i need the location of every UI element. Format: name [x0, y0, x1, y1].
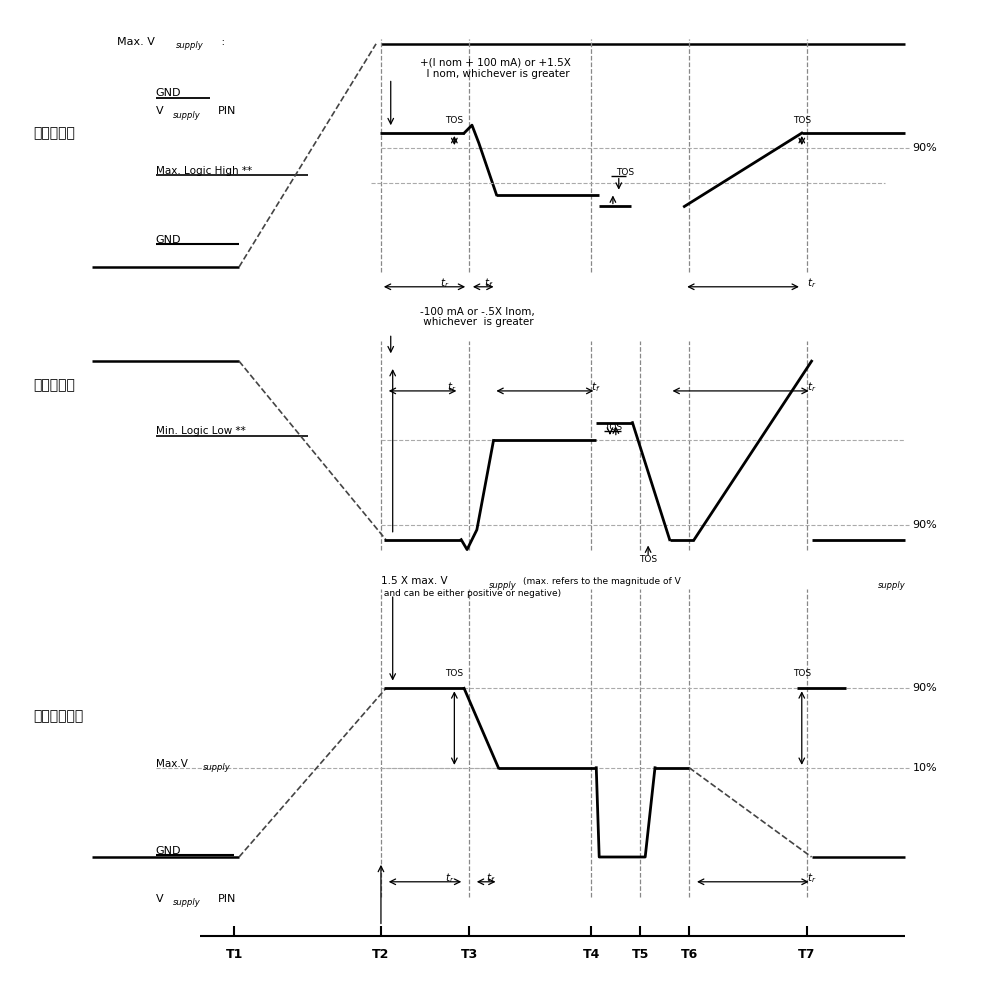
Text: $t_r$: $t_r$ — [806, 276, 815, 290]
Text: PIN: PIN — [217, 106, 236, 116]
Text: PIN: PIN — [217, 894, 236, 904]
Text: $t_r$: $t_r$ — [806, 871, 815, 885]
Text: TOS: TOS — [792, 116, 810, 125]
Text: TOS: TOS — [445, 669, 463, 678]
Text: supply: supply — [173, 898, 200, 907]
Text: TOS: TOS — [638, 555, 657, 564]
Text: +(I nom + 100 mA) or +1.5X: +(I nom + 100 mA) or +1.5X — [420, 58, 570, 68]
Text: 电源过压脉冲: 电源过压脉冲 — [34, 709, 84, 723]
Text: supply: supply — [878, 581, 905, 590]
Text: 90%: 90% — [911, 143, 936, 153]
Text: T4: T4 — [582, 948, 599, 961]
Text: T6: T6 — [680, 948, 697, 961]
Text: whichever  is greater: whichever is greater — [420, 317, 533, 327]
Text: $t_f$: $t_f$ — [483, 276, 493, 290]
Text: 负电流脉冲: 负电流脉冲 — [34, 378, 75, 392]
Text: $t_f$: $t_f$ — [485, 871, 495, 885]
Text: T5: T5 — [631, 948, 649, 961]
Text: 1.5 X max. V: 1.5 X max. V — [381, 576, 447, 586]
Text: -100 mA or -.5X Inom,: -100 mA or -.5X Inom, — [420, 307, 534, 317]
Text: Max. V: Max. V — [116, 37, 155, 47]
Text: GND: GND — [156, 235, 181, 245]
Text: TOS: TOS — [445, 116, 463, 125]
Text: $t_r$: $t_r$ — [447, 380, 456, 394]
Text: supply: supply — [173, 111, 200, 120]
Text: Min. Logic Low **: Min. Logic Low ** — [156, 426, 246, 436]
Text: supply: supply — [488, 581, 516, 590]
Text: 90%: 90% — [911, 520, 936, 530]
Text: 90%: 90% — [911, 683, 936, 693]
Text: Max.V: Max.V — [156, 759, 187, 769]
Text: (max. refers to the magnitude of V: (max. refers to the magnitude of V — [523, 577, 680, 586]
Text: T7: T7 — [797, 948, 814, 961]
Text: and can be either positive or negative): and can be either positive or negative) — [381, 589, 560, 598]
Text: $t_f$: $t_f$ — [591, 380, 600, 394]
Text: 10%: 10% — [911, 763, 936, 773]
Text: V: V — [156, 106, 164, 116]
Text: V: V — [156, 894, 164, 904]
Text: GND: GND — [156, 846, 181, 856]
Text: $t_r$: $t_r$ — [806, 380, 815, 394]
Text: supply: supply — [203, 763, 231, 772]
Text: :: : — [217, 37, 225, 47]
Text: TOS: TOS — [603, 423, 621, 432]
Text: supply: supply — [176, 41, 203, 50]
Text: T3: T3 — [459, 948, 477, 961]
Text: GND: GND — [156, 88, 181, 98]
Text: T1: T1 — [225, 948, 243, 961]
Text: I nom, whichever is greater: I nom, whichever is greater — [420, 69, 569, 79]
Text: TOS: TOS — [792, 669, 810, 678]
Text: Max. Logic High **: Max. Logic High ** — [156, 166, 251, 176]
Text: 正电流脉冲: 正电流脉冲 — [34, 126, 75, 140]
Text: $t_r$: $t_r$ — [440, 276, 449, 290]
Text: $t_r$: $t_r$ — [445, 871, 454, 885]
Text: T2: T2 — [372, 948, 389, 961]
Text: TOS: TOS — [615, 168, 633, 177]
